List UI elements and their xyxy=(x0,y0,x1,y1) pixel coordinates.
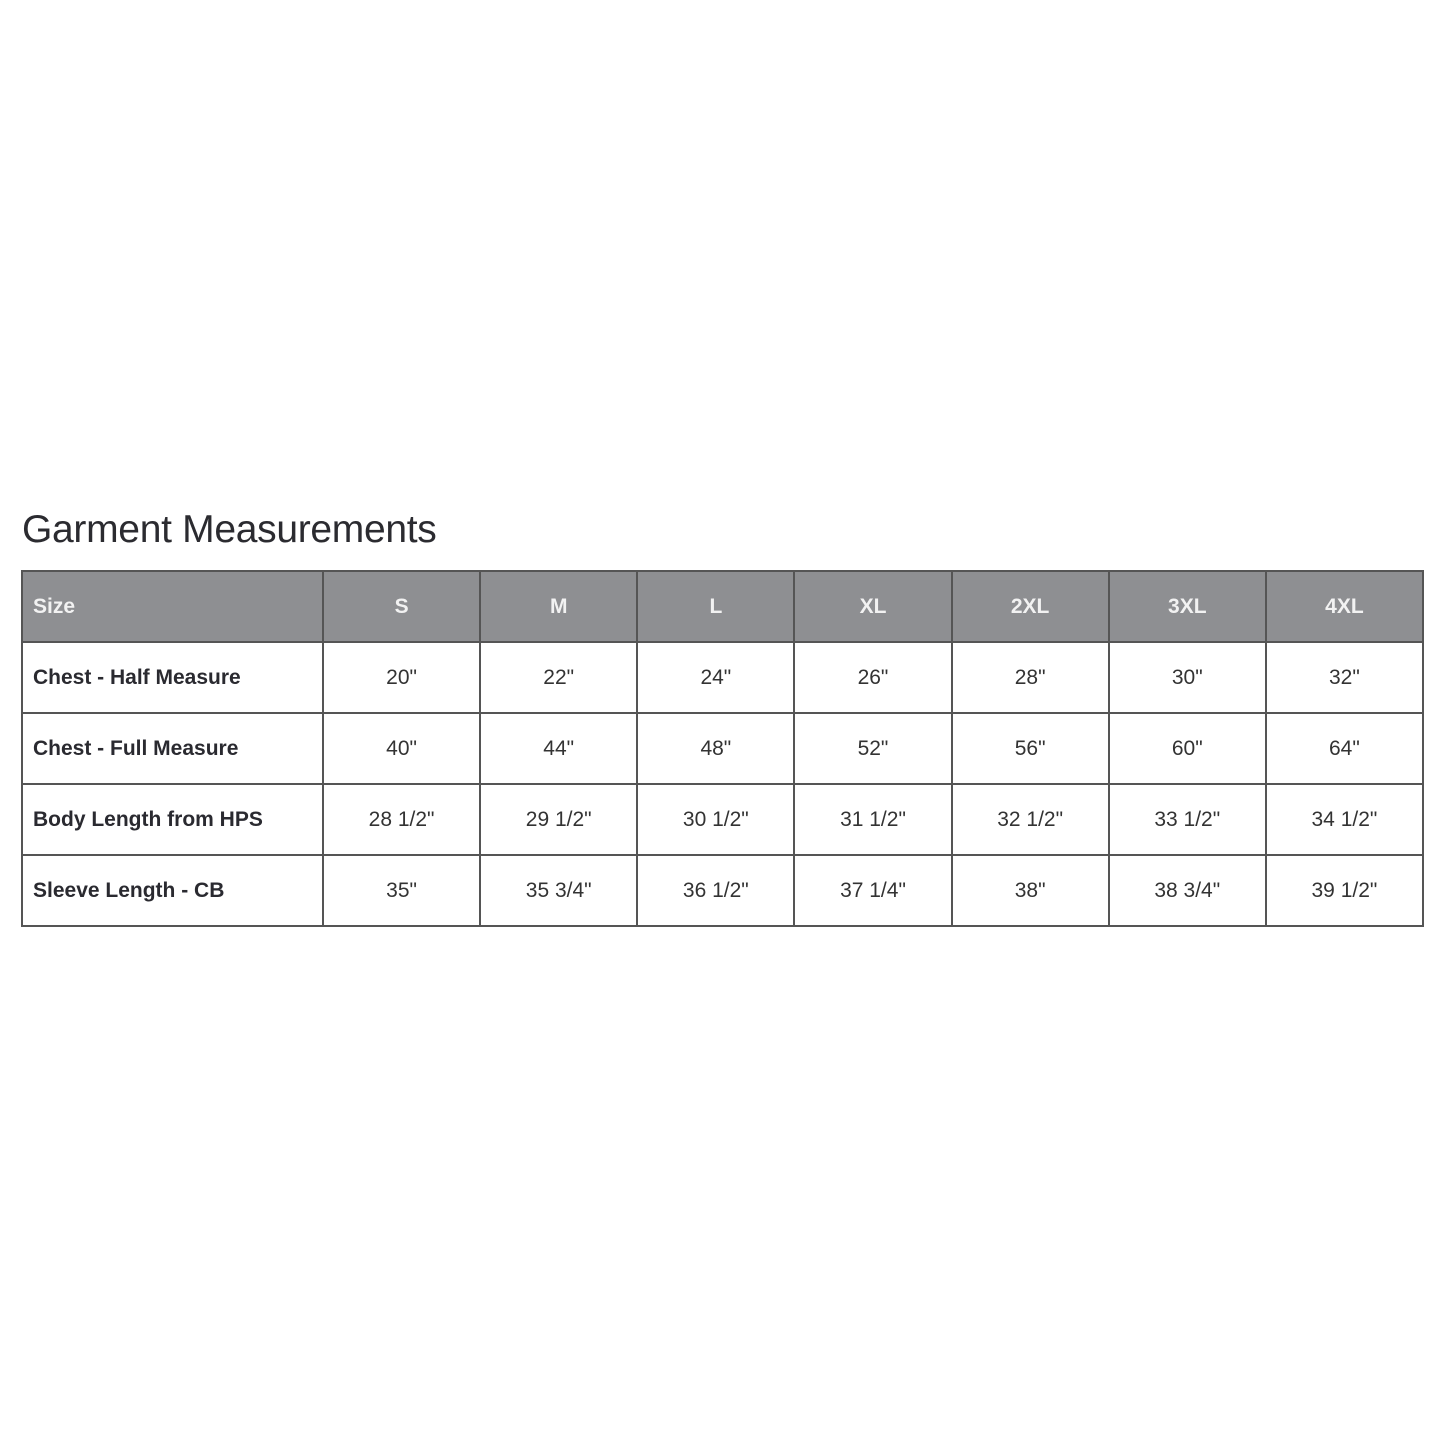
row-label: Sleeve Length - CB xyxy=(21,854,324,927)
measurement-cell: 24" xyxy=(636,641,796,714)
table-row: Chest - Full Measure 40" 44" 48" 52" 56" 60" 64… xyxy=(21,712,1425,785)
measurement-cell: 38" xyxy=(950,854,1110,927)
measurement-cell: 48" xyxy=(636,712,796,785)
measurement-cell: 28" xyxy=(950,641,1110,714)
measurement-cell: 36 1/2" xyxy=(636,854,796,927)
header-cell: L xyxy=(636,570,796,643)
table-row: Body Length from HPS 28 1/2" 29 1/2" 30 1/2… xyxy=(21,783,1425,856)
header-row: Size S M L XL 2XL 3XL 4XL xyxy=(21,570,1425,643)
measurement-cell: 32 1/2" xyxy=(950,783,1110,856)
page-title: Garment Measurements xyxy=(22,508,437,551)
row-label: Body Length from HPS xyxy=(21,783,324,856)
row-label: Chest - Half Measure xyxy=(21,641,324,714)
measurement-cell: 28 1/2" xyxy=(321,783,482,856)
header-cell-size: Size xyxy=(21,570,324,643)
header-cell: S xyxy=(321,570,482,643)
measurement-cell: 31 1/2" xyxy=(793,783,953,856)
measurement-cell: 40" xyxy=(321,712,482,785)
measurement-cell: 20" xyxy=(321,641,482,714)
measurements-table: Size S M L XL 2XL 3XL 4XL Chest - Half M… xyxy=(21,570,1425,927)
measurement-cell: 52" xyxy=(793,712,953,785)
row-label: Chest - Full Measure xyxy=(21,712,324,785)
measurement-cell: 38 3/4" xyxy=(1107,854,1267,927)
measurement-cell: 64" xyxy=(1264,712,1425,785)
header-cell: M xyxy=(479,570,639,643)
table-row: Chest - Half Measure 20" 22" 24" 26" 28" 30" 32… xyxy=(21,641,1425,714)
measurement-cell: 34 1/2" xyxy=(1264,783,1425,856)
header-cell: 3XL xyxy=(1107,570,1267,643)
header-cell: XL xyxy=(793,570,953,643)
measurement-cell: 37 1/4" xyxy=(793,854,953,927)
measurement-cell: 44" xyxy=(479,712,639,785)
measurement-cell: 35 3/4" xyxy=(479,854,639,927)
measurement-cell: 60" xyxy=(1107,712,1267,785)
measurement-cell: 32" xyxy=(1264,641,1425,714)
measurement-cell: 39 1/2" xyxy=(1264,854,1425,927)
header-cell: 2XL xyxy=(950,570,1110,643)
measurement-cell: 30" xyxy=(1107,641,1267,714)
measurement-cell: 30 1/2" xyxy=(636,783,796,856)
measurement-cell: 29 1/2" xyxy=(479,783,639,856)
measurement-cell: 33 1/2" xyxy=(1107,783,1267,856)
measurement-cell: 26" xyxy=(793,641,953,714)
measurement-cell: 56" xyxy=(950,712,1110,785)
measurement-cell: 22" xyxy=(479,641,639,714)
measurement-cell: 35" xyxy=(321,854,482,927)
table-row: Sleeve Length - CB 35" 35 3/4" 36 1/2" 37 1/… xyxy=(21,854,1425,927)
header-cell: 4XL xyxy=(1264,570,1425,643)
